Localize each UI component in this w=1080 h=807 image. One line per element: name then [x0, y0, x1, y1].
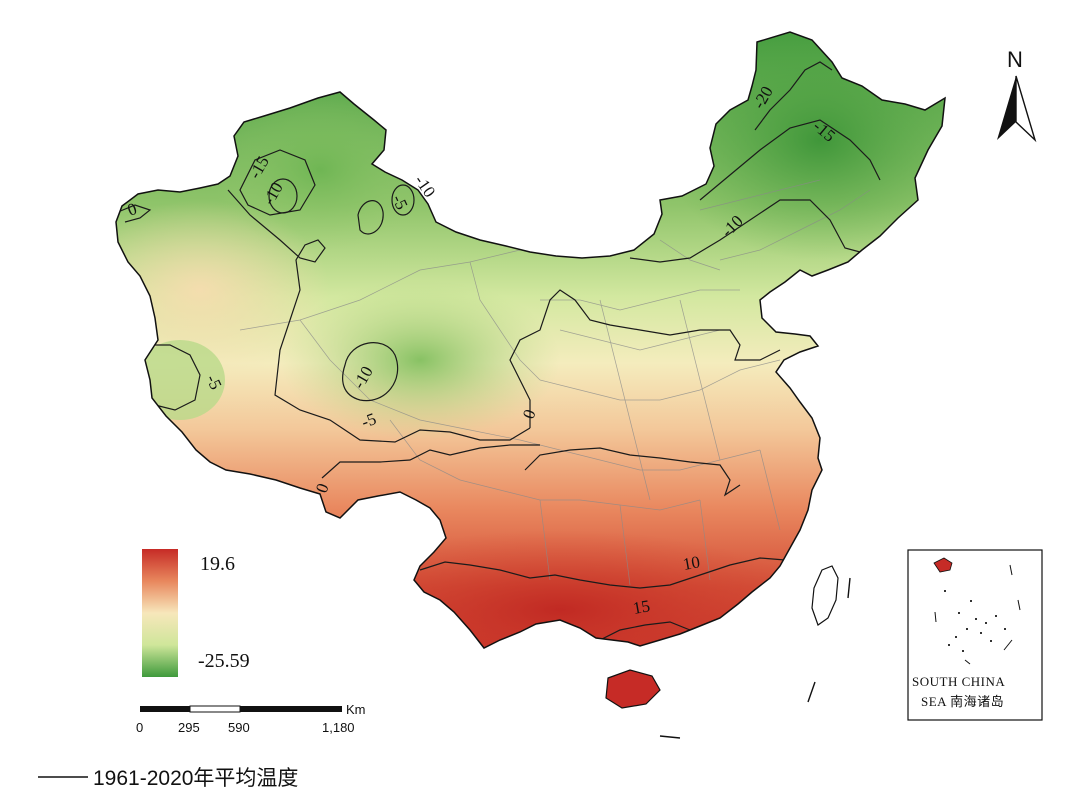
contour-label: 15: [631, 596, 651, 618]
legend-max-label: 19.6: [200, 553, 235, 575]
taiwan-island: [811, 565, 839, 626]
color-legend: 19.6 -25.59: [142, 549, 250, 677]
scale-bar: Km 0 295 590 1,180: [136, 702, 366, 735]
scale-unit-label: Km: [346, 702, 366, 717]
south-china-sea-inset: SOUTH CHINA SEA 南海诸岛: [907, 549, 1043, 721]
nine-dash-line: [659, 577, 851, 739]
province-boundaries: [239, 179, 871, 586]
contour-label: -5: [359, 409, 379, 432]
isotherm-lines: [117, 61, 881, 641]
north-arrow-icon: N: [997, 47, 1037, 143]
inset-label-line2: SEA 南海诸岛: [921, 694, 1004, 709]
legend-min-label: -25.59: [198, 650, 250, 672]
map-caption: 1961-2020年平均温度: [38, 767, 298, 790]
inset-dash-line: [934, 564, 1021, 665]
caption-text: 1961-2020年平均温度: [93, 767, 298, 790]
inset-islands: [944, 590, 1006, 652]
hainan-island: [605, 669, 661, 709]
contour-label: 10: [681, 552, 701, 574]
north-label: N: [1007, 47, 1023, 72]
china-map: -20 -15 -15 -10 -10 -10 -10 -5 -5 -5 0 0…: [115, 31, 946, 739]
scale-tick-label: 590: [228, 720, 250, 735]
inset-hainan: [933, 557, 953, 573]
scale-tick-label: 1,180: [322, 720, 355, 735]
scale-tick-label: 0: [136, 720, 143, 735]
scale-tick-label: 295: [178, 720, 200, 735]
inset-label-line1: SOUTH CHINA: [912, 674, 1005, 689]
legend-color-ramp: [142, 549, 178, 677]
